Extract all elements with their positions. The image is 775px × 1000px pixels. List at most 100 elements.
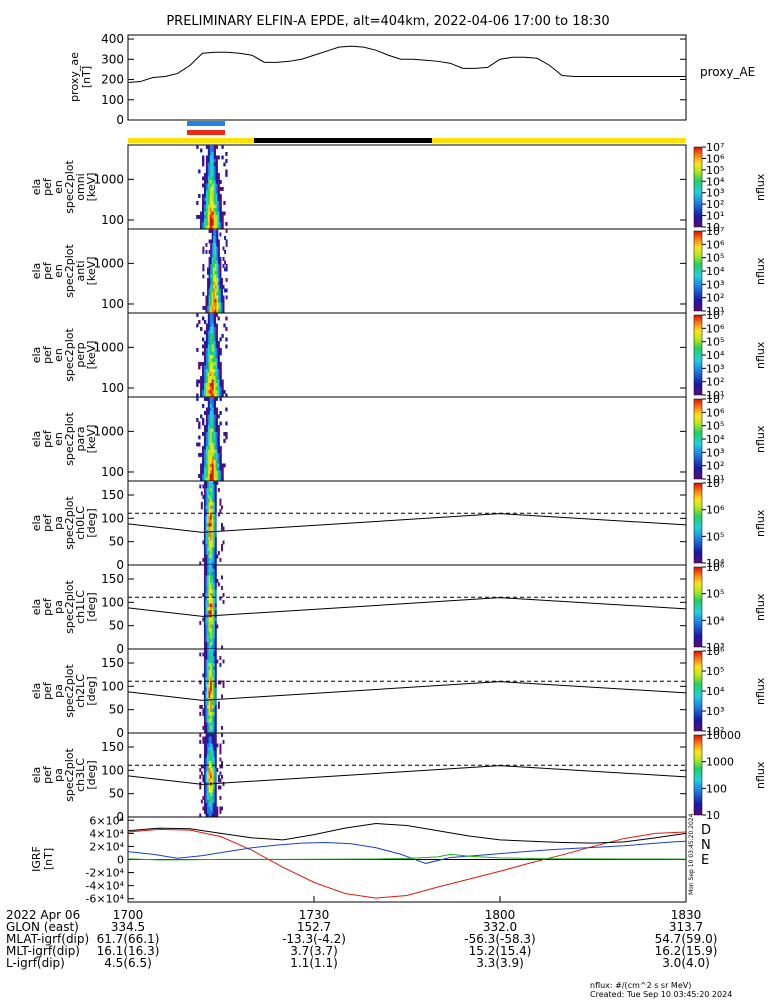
heatmap-cell [203,719,206,723]
heatmap-cell [214,764,217,769]
heatmap-cell [225,421,228,426]
heatmap-cell [210,271,213,275]
heatmap-cell [196,201,199,205]
heatmap-cell [211,411,215,415]
heatmap-cell [210,572,213,576]
heatmap-cell [198,474,201,478]
heatmap-cell [207,687,209,692]
heatmap-cell [211,799,214,804]
heatmap-cell [203,194,207,198]
heatmap-cell [207,621,209,625]
heatmap-cell [208,502,211,506]
heatmap-cell [211,194,215,198]
heatmap-cell [208,505,211,510]
heatmap-cell [213,764,216,769]
heatmap-cell [203,642,206,646]
heatmap-cell [217,257,220,261]
heatmap-cell [219,194,222,198]
heatmap-cell [211,320,215,324]
heatmap-cell [207,708,209,713]
heatmap-cell [213,628,216,632]
date-label: 2022 Apr 06 [6,908,80,922]
heatmap-cell [209,187,213,191]
heatmap-cell [205,596,208,601]
heatmap-cell [205,505,208,510]
heatmap-cell [211,155,215,160]
heatmap-cell [213,813,216,818]
heatmap-cell [203,687,206,692]
heatmap-cell [207,666,209,671]
heatmap-cell [207,379,211,384]
heatmap-cell [219,467,222,471]
heatmap-cell [209,201,213,205]
heatmap-cell [210,656,213,660]
heatmap-cell [213,803,216,807]
heatmap-cell [203,764,206,769]
heatmap-cell [213,320,216,324]
heatmap-cell [211,778,214,783]
heatmap-cell [214,509,217,513]
heatmap-cell [205,334,209,338]
heatmap-cell [207,771,209,776]
heatmap-cell [221,586,223,590]
heatmap-cell [203,362,207,366]
heatmap-cell [213,502,216,506]
heatmap-cell [199,484,202,489]
heatmap-cell [211,421,215,426]
heatmap-cell [213,344,216,349]
heatmap-cell [211,152,215,156]
heatmap-cell [202,176,205,181]
proxy-ae-ylabel-line: [nT] [80,66,93,88]
heatmap-cell [215,323,218,328]
heatmap-cell [211,680,214,685]
heatmap-cell [203,484,206,489]
heatmap-cell [202,222,205,226]
heatmap-cell [207,712,209,716]
heatmap-cell [205,575,208,580]
heatmap-cell [203,540,206,545]
heatmap-cell [208,806,211,811]
heatmap-cell [207,369,211,373]
heatmap-cell [209,477,213,482]
heatmap-cell [203,600,206,604]
heatmap-cell [210,488,213,492]
heatmap-cell [213,414,216,419]
heatmap-cell [209,341,213,345]
heatmap-cell [213,544,216,548]
heatmap-cell [208,260,211,265]
heatmap-cell [217,701,220,706]
heatmap-cell [213,166,216,170]
panel-tick-label: 100 [101,381,124,395]
panel-ylabel-line: pef [41,513,54,532]
heatmap-cell [211,677,214,681]
heatmap-cell [207,453,211,457]
heatmap-cell [208,712,211,716]
heatmap-cell [207,488,209,492]
heatmap-cell [222,285,225,289]
heatmap-cell [214,663,217,667]
heatmap-cell [205,488,208,492]
heatmap-cell [203,715,206,720]
heatmap-cell [207,386,211,391]
heatmap-cell [214,551,217,555]
heatmap-cell [217,299,220,303]
heatmap-cell [207,775,209,779]
heatmap-cell [213,243,216,247]
heatmap-cell [205,327,209,331]
heatmap-cell [208,274,211,279]
heatmap-cell [221,645,223,650]
heatmap-cell [213,449,216,454]
heatmap-cell [221,694,223,699]
heatmap-cell [213,176,216,181]
heatmap-cell [215,176,218,181]
heatmap-cell [205,509,208,513]
heatmap-cell [202,376,205,380]
heatmap-cell [210,302,213,307]
heatmap-cell [207,201,211,205]
panel-ylabel-line: [deg] [85,508,98,537]
heatmap-cell [207,701,209,706]
heatmap-cell [205,624,208,629]
heatmap-cell [211,736,214,741]
heatmap-cell [207,516,209,520]
heatmap-cell [211,586,214,590]
